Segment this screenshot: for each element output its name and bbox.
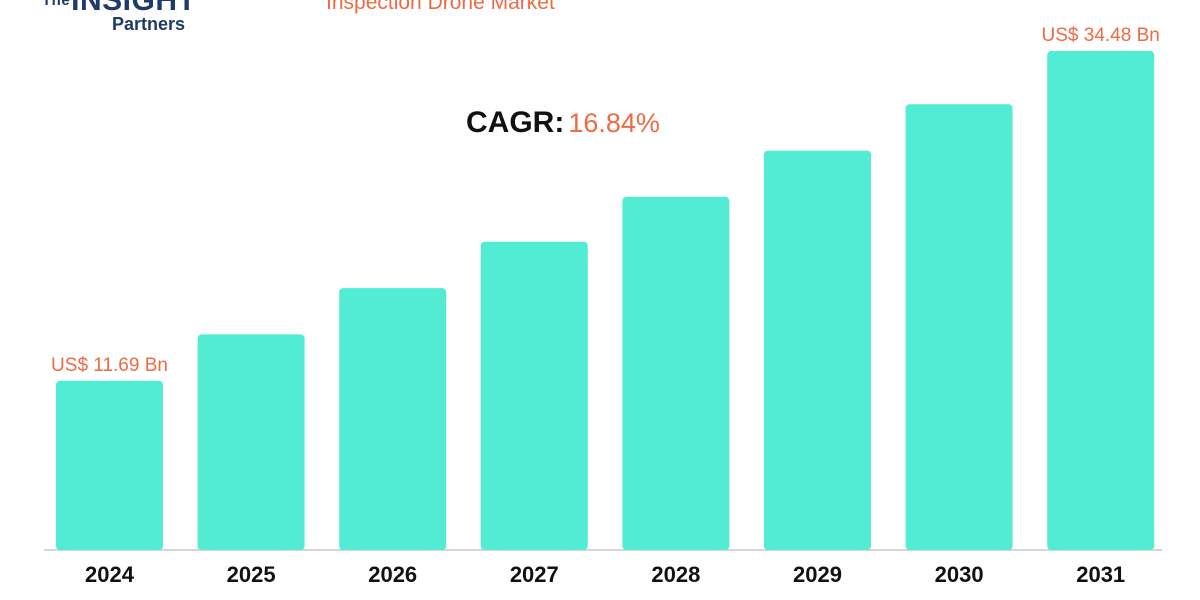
x-tick-label: 2027 <box>510 562 559 587</box>
bar-2029 <box>764 150 871 550</box>
bar-2024 <box>56 380 163 550</box>
cagr-label: CAGR: <box>466 106 565 139</box>
logo-prefix: The <box>42 0 71 9</box>
bar-2027 <box>480 241 588 550</box>
bar-2028 <box>622 196 730 550</box>
data-label-2031: US$ 34.48 Bn <box>1042 25 1160 46</box>
x-tick-label: 2028 <box>651 562 700 587</box>
x-tick-label: 2024 <box>85 562 135 587</box>
logo-subtitle: Partners <box>112 14 186 34</box>
bar-2025 <box>197 334 305 550</box>
x-tick-label: 2030 <box>935 562 984 587</box>
bar-2030 <box>905 104 1013 551</box>
bar-2026 <box>339 288 447 550</box>
x-tick-label: 2031 <box>1076 562 1125 587</box>
cagr-annotation: CAGR: 16.84% <box>466 105 660 146</box>
data-label-2024: US$ 11.69 Bn <box>51 355 168 376</box>
cagr-value: 16.84% <box>568 108 660 138</box>
logo-wordmark: TheINSIGHT <box>42 0 196 16</box>
x-tick-label: 2026 <box>368 562 417 587</box>
x-tick-label: 2025 <box>227 562 276 587</box>
logo-name: INSIGHT <box>71 0 197 17</box>
chart-title: Inspection Drone Market <box>326 0 555 14</box>
logo: TheINSIGHT Partners <box>30 0 210 38</box>
x-tick-label: 2029 <box>793 562 842 587</box>
bar-2031 <box>1047 51 1155 550</box>
